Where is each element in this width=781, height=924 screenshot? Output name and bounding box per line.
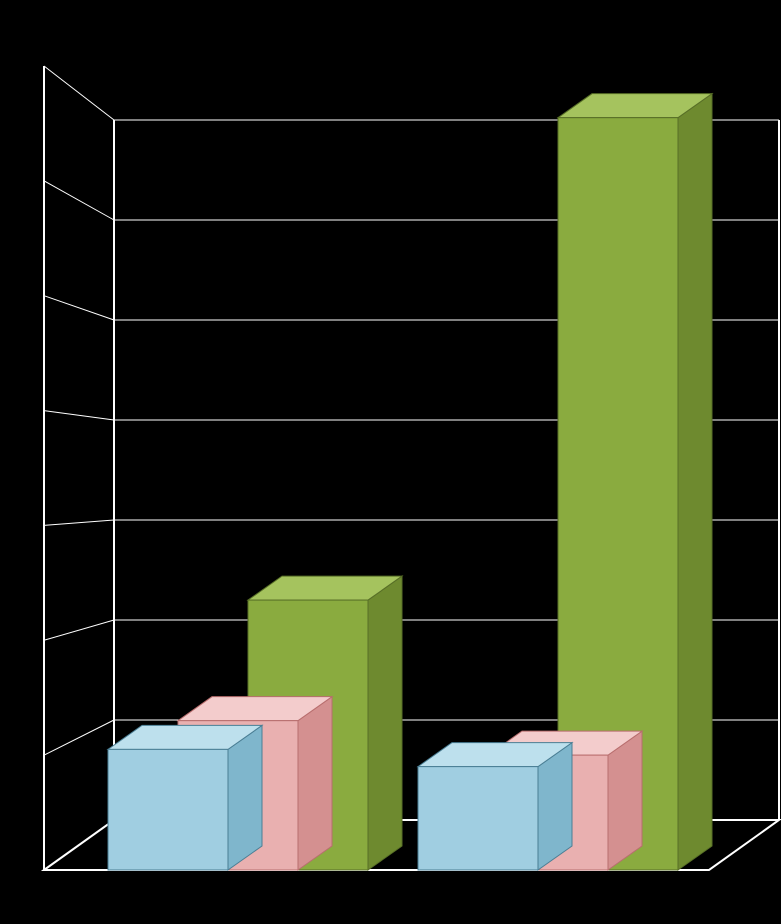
bar-chart-3d [0, 0, 781, 924]
bar-group-1-blue [108, 725, 262, 870]
bar-group-2-blue [418, 743, 572, 870]
